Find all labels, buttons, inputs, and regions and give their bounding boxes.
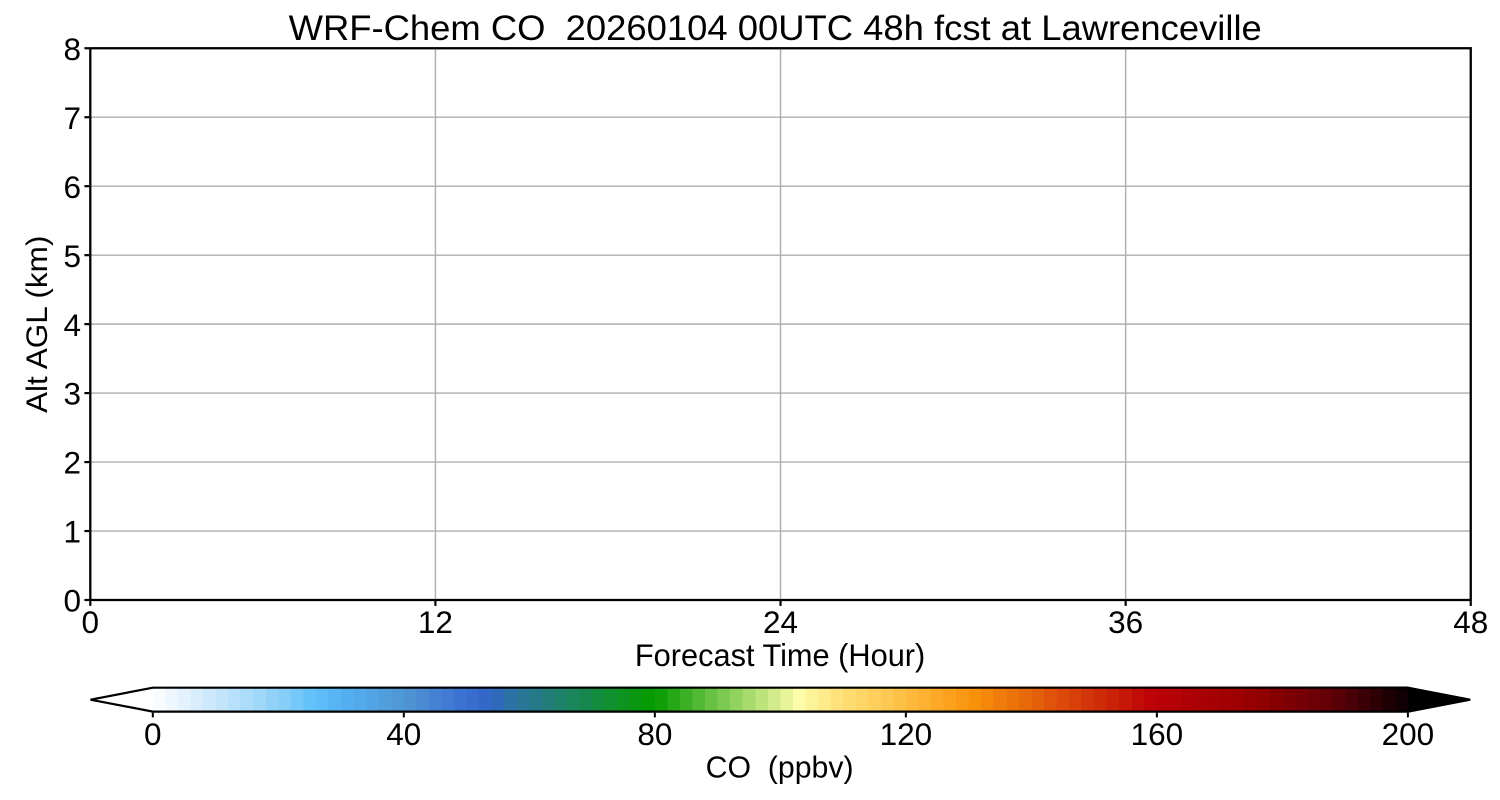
svg-text:120: 120 [880,716,933,752]
svg-text:0: 0 [144,716,162,752]
svg-text:200: 200 [1382,716,1435,752]
svg-text:160: 160 [1131,716,1184,752]
svg-text:WRF-Chem CO 20260104 00UTC 48: WRF-Chem CO 20260104 00UTC 48h fcst at L… [289,8,1262,48]
svg-text:8: 8 [63,31,81,67]
svg-text:48: 48 [1453,604,1488,640]
svg-text:Alt AGL (km): Alt AGL (km) [21,236,54,414]
svg-text:6: 6 [63,169,81,205]
svg-text:2: 2 [63,445,81,481]
svg-text:3: 3 [63,376,81,412]
svg-text:40: 40 [386,716,421,752]
svg-text:36: 36 [1108,604,1143,640]
svg-text:7: 7 [63,100,81,136]
svg-text:0: 0 [82,604,100,640]
svg-text:4: 4 [63,307,81,343]
svg-text:0: 0 [63,583,81,619]
svg-text:24: 24 [763,604,798,640]
svg-text:CO (ppbv): CO (ppbv) [706,749,854,784]
svg-text:5: 5 [63,238,81,274]
svg-text:Forecast Time (Hour): Forecast Time (Hour) [635,637,925,673]
svg-text:80: 80 [637,716,672,752]
svg-text:12: 12 [418,604,453,640]
svg-text:1: 1 [63,514,81,550]
